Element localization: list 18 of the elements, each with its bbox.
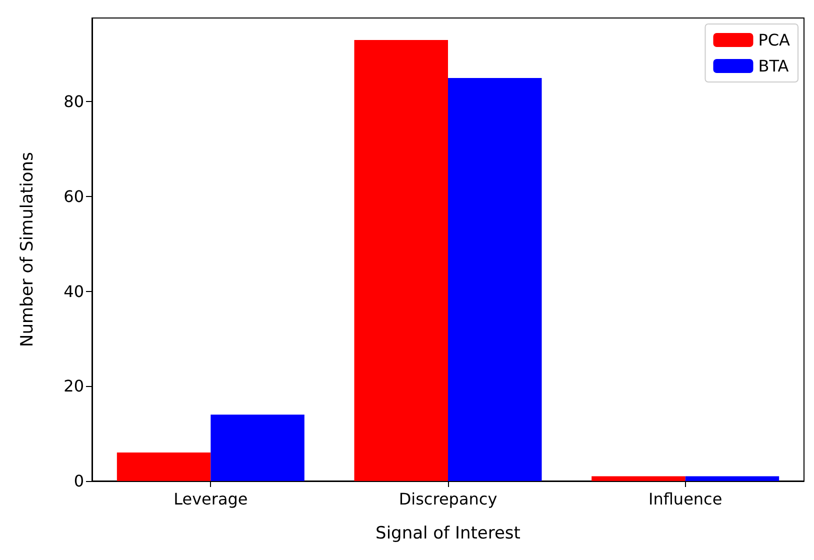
y-tick-label: 0 (74, 472, 84, 490)
legend-label: BTA (758, 56, 789, 76)
bar (685, 476, 780, 481)
legend-label: PCA (758, 30, 790, 50)
x-axis-title: Signal of Interest (376, 524, 521, 544)
y-axis-title: Number of Simulations (18, 152, 38, 347)
bar (592, 476, 686, 481)
y-tick-label: 40 (64, 282, 84, 301)
bar (448, 78, 542, 481)
y-tick-label: 20 (64, 376, 84, 396)
y-tick-label: 80 (64, 92, 84, 112)
x-tick-label: Discrepancy (398, 490, 498, 508)
bar (210, 414, 304, 481)
bar (116, 452, 211, 481)
x-tick-label: Leverage (174, 490, 248, 508)
bar (354, 40, 448, 481)
y-tick-label: 60 (64, 187, 84, 206)
x-tick-label: Influence (648, 490, 722, 508)
